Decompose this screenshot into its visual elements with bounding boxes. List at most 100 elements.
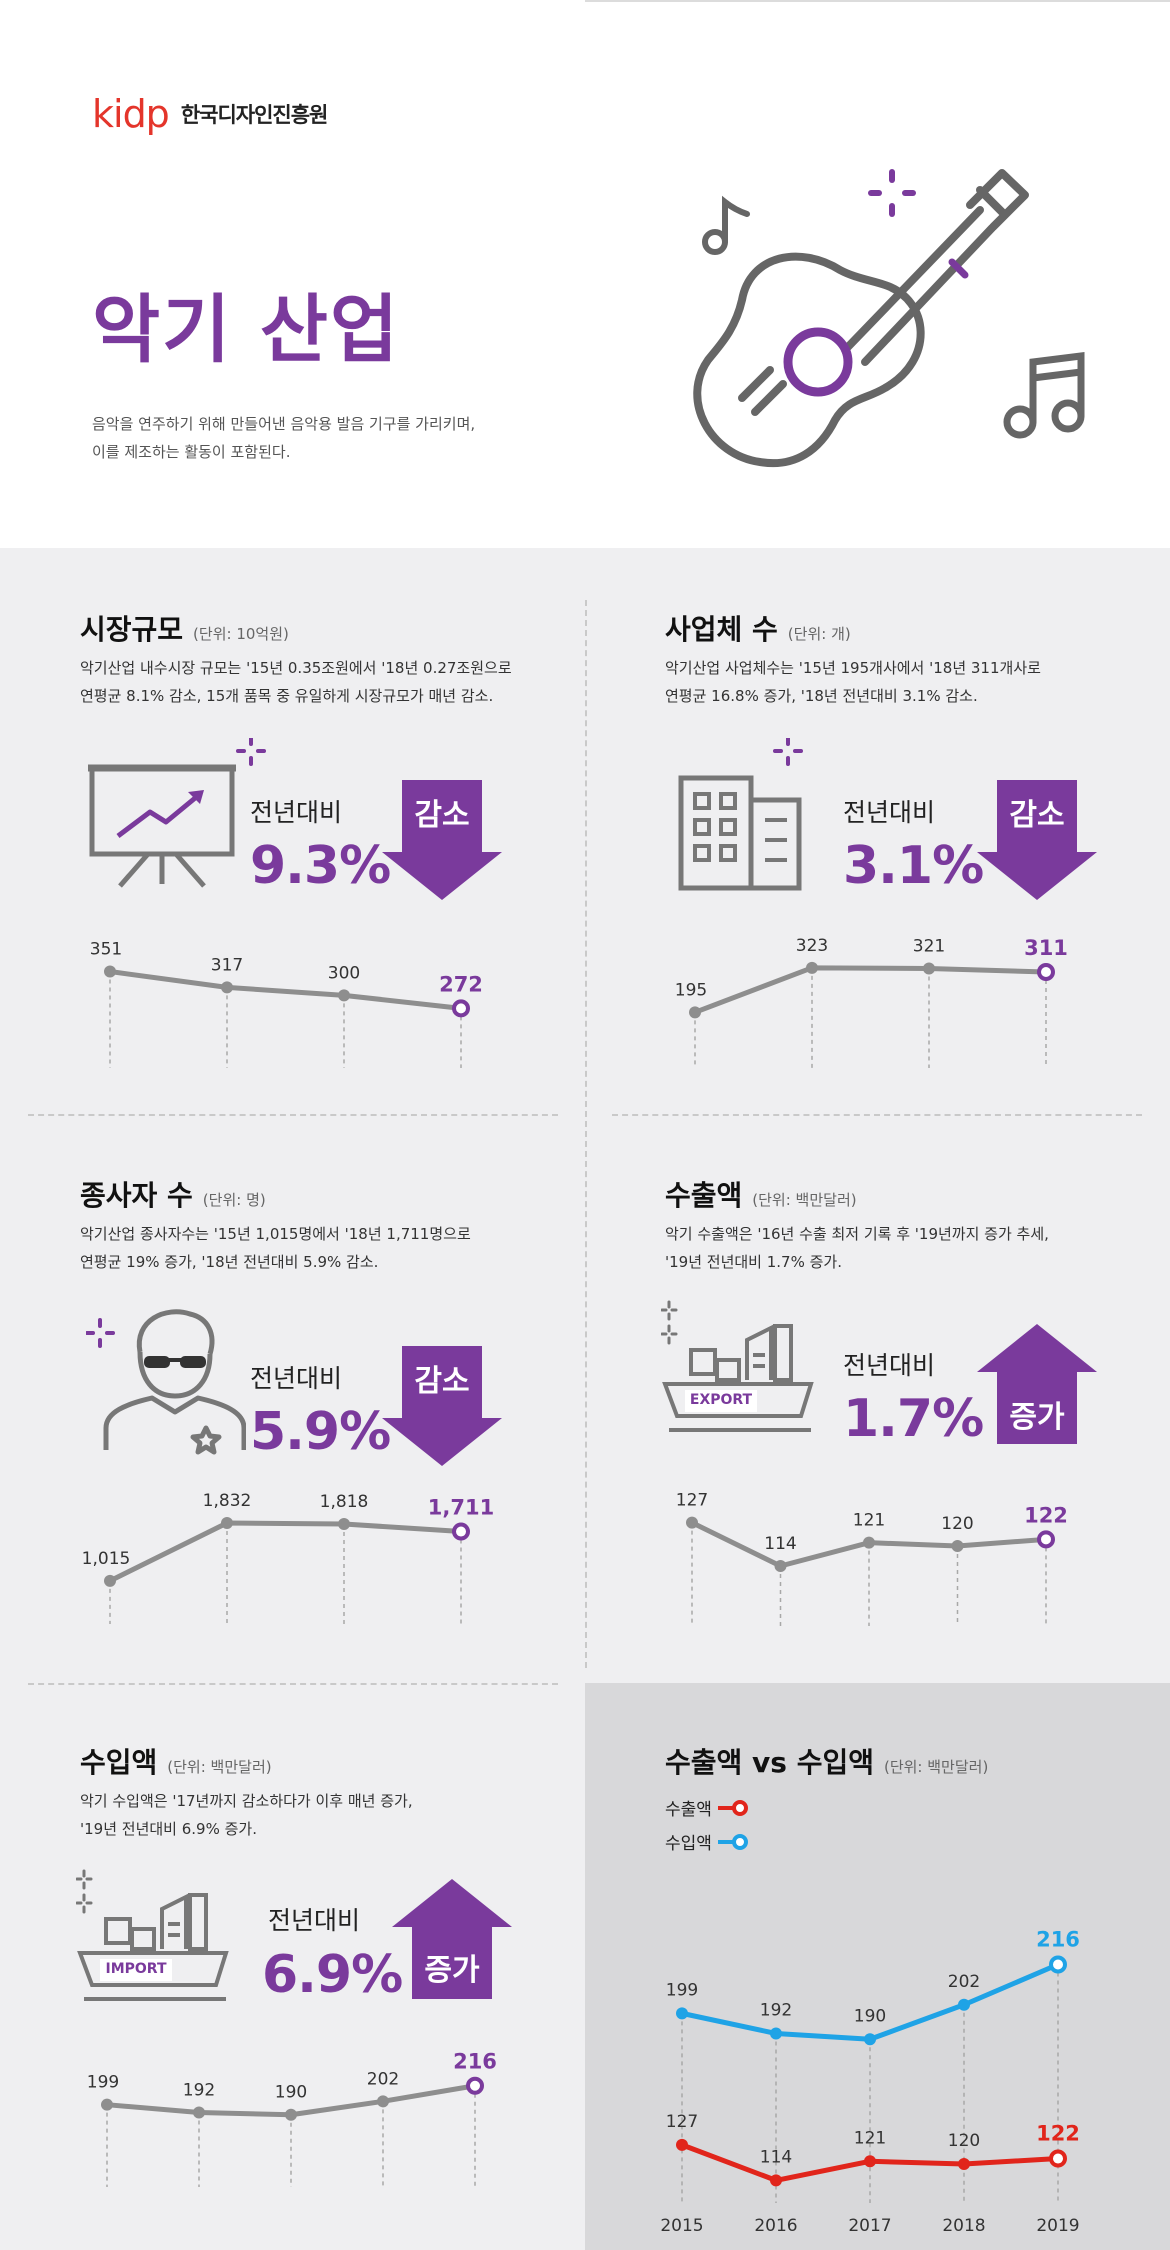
cargo-ship-icon — [76, 1869, 229, 2001]
data-point — [689, 1006, 701, 1019]
x-tick-label: 2017 — [322, 1474, 365, 1479]
description-line: 음악을 연주하기 위해 만들어낸 음악용 발음 기구를 가리키며, — [92, 415, 476, 433]
cargo-ship-icon — [661, 1300, 814, 1432]
data-point — [864, 2155, 876, 2168]
data-label: 1,818 — [320, 1492, 369, 1512]
line-chart: 195 2015 323 2016 321 2017 311 2018 — [673, 918, 1068, 1068]
section-title: 사업체 수 (단위: 개) — [665, 608, 851, 648]
x-tick-label: 2016 — [759, 1466, 802, 1471]
x-tick-label: 2017 — [269, 2017, 312, 2022]
unit-label: (단위: 백만달러) — [167, 1758, 272, 1776]
data-point-highlight — [452, 1522, 470, 1541]
x-tick-label: 2018 — [361, 2017, 404, 2022]
divider — [585, 0, 1170, 2]
data-label: 300 — [328, 963, 360, 983]
data-point — [951, 1540, 964, 1552]
employee-count-panel: 종사자 수 (단위: 명) 악기산업 종사자수는 '15년 1,015명에서 '1… — [0, 1114, 585, 1683]
data-label: 317 — [211, 955, 243, 975]
data-point — [958, 1998, 970, 2011]
x-tick-label: 2015 — [670, 1466, 713, 1471]
import-series-line — [681, 1962, 1059, 2042]
data-label: 190 — [854, 2006, 886, 2026]
x-tick-label: 2019 — [1024, 1466, 1067, 1471]
data-label: 311 — [1024, 936, 1068, 960]
yoy-label: 전년대비 — [250, 798, 343, 827]
series-line — [109, 969, 462, 1011]
legend-item-import: 수입액 — [665, 1829, 752, 1854]
x-tick-label: 2016 — [205, 918, 248, 923]
description-line: 악기 수입액은 '17년까지 감소하다가 이후 매년 증가, — [80, 1792, 413, 1810]
legend-item-export: 수출액 — [665, 1795, 752, 1820]
trend-label: 감소 — [414, 1364, 470, 1399]
trend-label: 증가 — [1009, 1400, 1065, 1435]
data-point — [193, 2106, 205, 2119]
description-line: 악기산업 사업체수는 '15년 195개사에서 '18년 311개사로 — [665, 659, 1041, 677]
data-point — [285, 2108, 297, 2121]
data-label: 199 — [666, 1980, 698, 2000]
data-point — [338, 1517, 350, 1530]
data-label: 192 — [760, 2001, 792, 2021]
section-title-text: 수입액 — [80, 1746, 158, 1779]
legend-red-line-icon — [717, 1799, 748, 1816]
x-tick-label: 2017 — [322, 918, 365, 923]
section-description: 악기산업 사업체수는 '15년 195개사에서 '18년 311개사로 연평균 … — [665, 654, 1041, 710]
data-label: 122 — [1036, 2122, 1080, 2146]
description-line: 악기산업 내수시장 규모는 '15년 0.35조원에서 '18년 0.27조원으… — [80, 659, 512, 677]
import-panel: 수입액 (단위: 백만달러) 악기 수입액은 '17년까지 감소하다가 이후 매년… — [0, 1683, 585, 2250]
unit-label: (단위: 명) — [202, 1191, 266, 1209]
x-tick-label: 2016 — [754, 2216, 797, 2236]
presentation-board-icon — [88, 738, 266, 888]
description-line: 연평균 19% 증가, '18년 전년대비 5.9% 감소. — [80, 1253, 379, 1271]
data-label: 1,015 — [82, 1549, 131, 1569]
data-point — [864, 2033, 876, 2046]
logo-text: 한국디자인진흥원 — [180, 103, 329, 127]
yoy-value: 1.7% — [843, 1389, 984, 1449]
yoy-value: 5.9% — [250, 1402, 391, 1462]
data-point-highlight — [1049, 2149, 1067, 2168]
row-divider — [28, 1683, 558, 1685]
down-arrow-icon — [977, 780, 1097, 900]
unit-label: (단위: 백만달러) — [883, 1758, 989, 1776]
data-label: 121 — [854, 2128, 886, 2148]
x-tick-label: 2018 — [942, 2216, 985, 2236]
music-note-icon — [702, 195, 750, 255]
guitar-illustration — [693, 169, 1085, 468]
kidp-logo[interactable]: kidp 한국디자인진흥원 — [92, 92, 329, 136]
data-point — [676, 2138, 688, 2151]
x-tick-label: 2018 — [936, 1466, 979, 1471]
x-tick-label: 2016 — [205, 1474, 248, 1479]
page-description: 음악을 연주하기 위해 만들어낸 음악용 발음 기구를 가리키며, 이를 제조하… — [92, 410, 572, 466]
x-tick-label: 2015 — [85, 2017, 128, 2022]
data-point — [770, 2174, 782, 2187]
trend-label: 증가 — [424, 1953, 480, 1988]
data-label: 195 — [675, 980, 707, 1000]
data-point — [686, 1516, 698, 1529]
yoy-label: 전년대비 — [843, 798, 936, 827]
data-label: 120 — [948, 2131, 980, 2151]
description-line: 악기 수출액은 '16년 수출 최저 기록 후 '19년까지 증가 추세, — [665, 1225, 1049, 1243]
description-line: 연평균 8.1% 감소, 15개 품목 중 유일하게 시장규모가 매년 감소. — [80, 687, 494, 705]
x-tick-label: 2018 — [439, 1474, 482, 1479]
x-tick-label: 2019 — [1036, 2216, 1079, 2236]
company-count-panel: 사업체 수 (단위: 개) 악기산업 사업체수는 '15년 195개사에서 '18… — [585, 548, 1170, 1114]
legend-label: 수출액 — [665, 1800, 712, 1820]
section-title: 수출액 vs 수입액 (단위: 백만달러) — [665, 1741, 988, 1781]
x-tick-label: 2015 — [88, 918, 131, 923]
row-divider — [28, 1114, 558, 1116]
section-title-text: 종사자 수 — [80, 1179, 193, 1212]
yoy-label: 전년대비 — [843, 1351, 936, 1380]
logo-mark: kidp — [92, 92, 170, 136]
line-chart: 199 2015 192 2016 190 2017 202 2018 216 2019 — [85, 2017, 497, 2187]
series-line — [108, 1520, 462, 1584]
data-point — [923, 962, 935, 975]
section-title: 종사자 수 (단위: 명) — [80, 1174, 266, 1214]
import-badge: IMPORT — [105, 1961, 167, 1977]
data-label: 323 — [796, 936, 828, 956]
export-panel: 수출액 (단위: 백만달러) 악기 수출액은 '16년 수출 최저 기록 후 '1… — [585, 1114, 1170, 1683]
data-label: 216 — [1036, 1928, 1080, 1952]
series-line — [694, 965, 1047, 1015]
data-point — [101, 2098, 113, 2111]
column-divider — [585, 600, 587, 1668]
section-description: 악기 수입액은 '17년까지 감소하다가 이후 매년 증가, '19년 전년대비… — [80, 1787, 413, 1843]
hero-section: kidp 한국디자인진흥원 악기 산업 음악을 연주하기 위해 만들어낸 음악용… — [0, 0, 1170, 548]
